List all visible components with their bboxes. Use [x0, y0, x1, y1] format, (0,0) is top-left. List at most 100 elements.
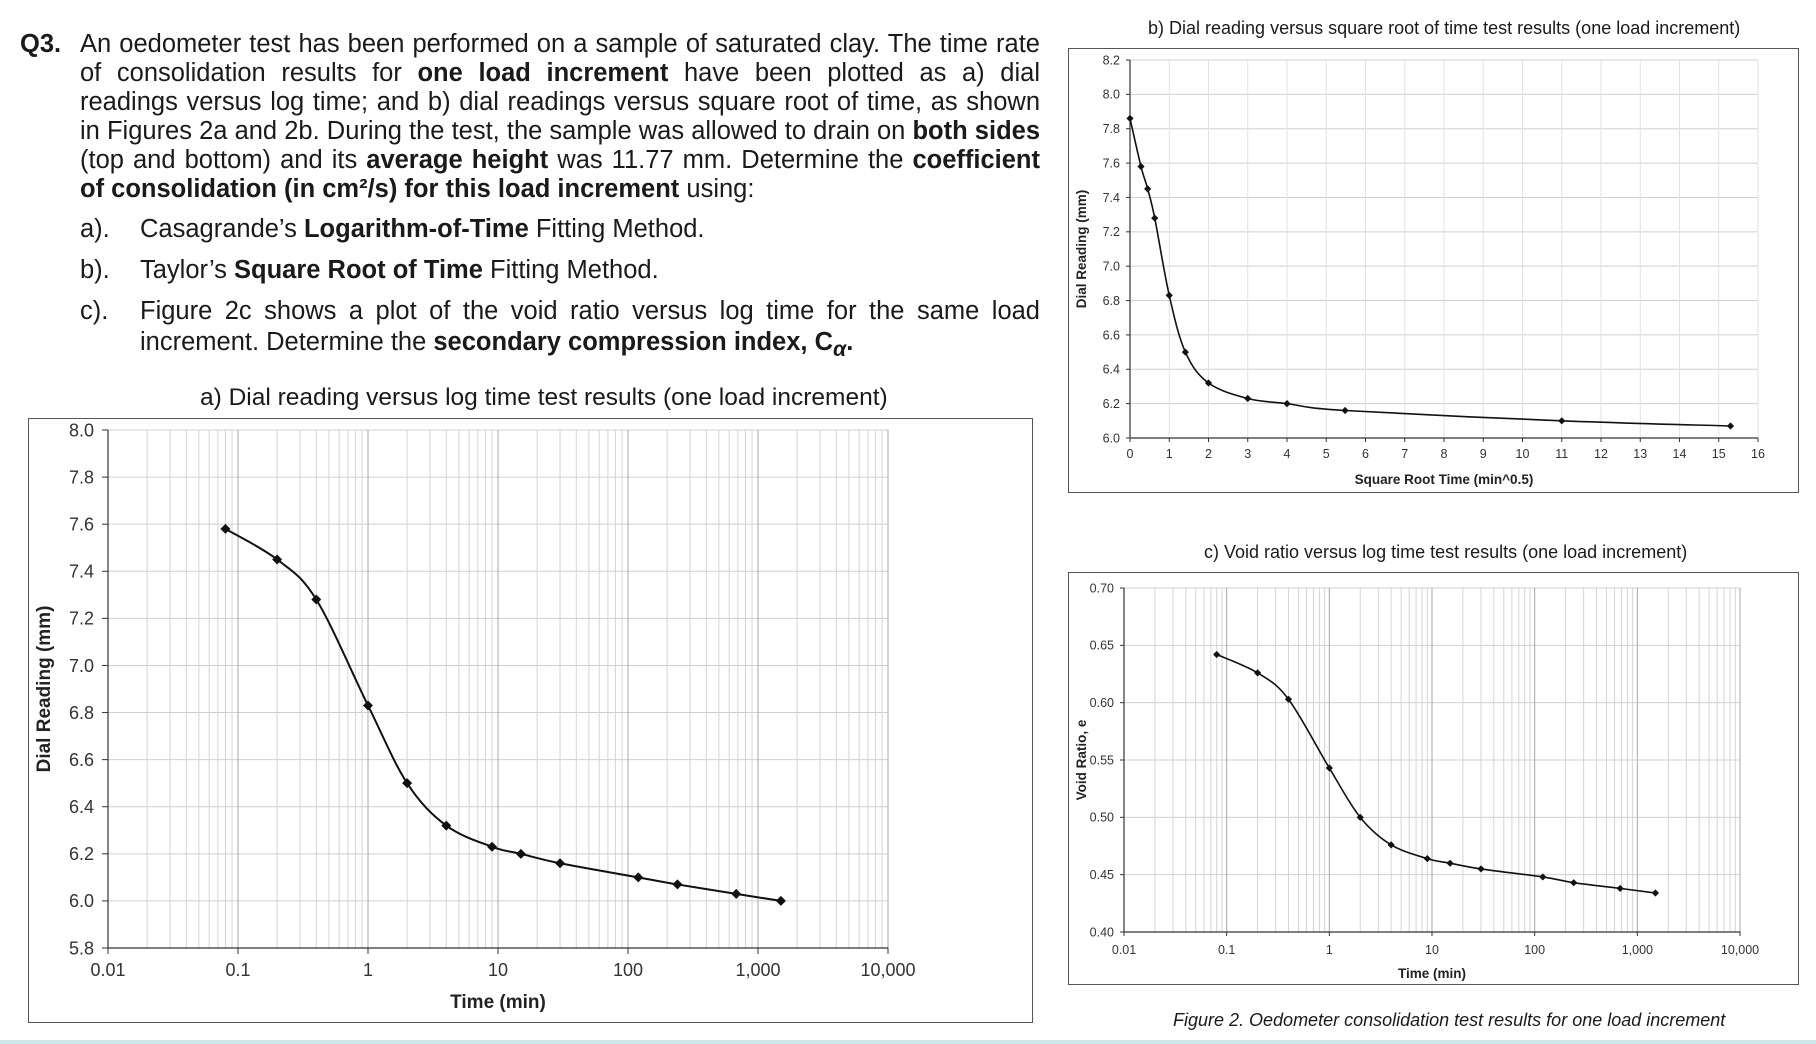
question-item-text: Taylor’s Square Root of Time Fitting Met…: [140, 255, 1040, 286]
y-tick-label: 6.6: [1103, 328, 1120, 342]
x-tick-label: 10,000: [860, 960, 915, 980]
page-edge: [0, 1040, 1816, 1044]
x-axis-label: Square Root Time (min^0.5): [1355, 472, 1534, 487]
question-number: Q3.: [20, 30, 62, 58]
data-point: [311, 594, 322, 605]
data-point: [1151, 214, 1159, 222]
question-item-label: b).: [80, 256, 110, 284]
x-tick-label: 1: [363, 960, 373, 980]
data-point: [555, 858, 566, 869]
y-tick-label: 7.8: [69, 467, 94, 487]
y-tick-label: 8.0: [1103, 88, 1120, 102]
question-text-run: coefficient of consolidation (in cm²/s) …: [80, 146, 1040, 203]
y-tick-label: 0.45: [1090, 868, 1114, 882]
x-axis-label: Time (min): [1398, 966, 1466, 981]
chart-a-title: a) Dial reading versus log time test res…: [200, 384, 888, 411]
y-tick-label: 8.0: [69, 420, 94, 440]
question-items: a). Casagrande’s Logarithm-of-Time Fittin…: [20, 214, 1040, 365]
y-tick-label: 6.2: [69, 844, 94, 864]
x-tick-label: 1,000: [735, 960, 780, 980]
data-point: [731, 888, 742, 899]
question-item-run: Taylor’s: [140, 256, 235, 284]
y-tick-label: 6.8: [69, 703, 94, 723]
data-point: [402, 778, 413, 789]
x-tick-label: 11: [1555, 447, 1568, 461]
x-tick-label: 10,000: [1721, 943, 1759, 957]
data-point: [775, 895, 786, 906]
x-tick-label: 4: [1284, 447, 1291, 461]
question-block: Q3. An oedometer test has been performed…: [20, 30, 1040, 365]
y-tick-label: 7.2: [69, 609, 94, 629]
y-tick-label: 6.4: [69, 797, 94, 817]
question-item: a). Casagrande’s Logarithm-of-Time Fittin…: [20, 214, 1040, 245]
y-tick-label: 6.0: [1103, 431, 1120, 445]
x-tick-label: 1: [1166, 447, 1173, 461]
x-tick-label: 13: [1633, 447, 1647, 461]
question-item-text: Casagrande’s Logarithm-of-Time Fitting M…: [140, 214, 1040, 245]
data-point: [515, 848, 526, 859]
question-text-run: (top and bottom) and its: [80, 146, 367, 174]
x-tick-label: 6: [1362, 447, 1369, 461]
question-item-run: Square Root of Time: [234, 256, 483, 284]
x-tick-label: 0.01: [1112, 943, 1136, 957]
x-tick-label: 0.01: [90, 960, 125, 980]
question-item-run: .: [846, 328, 854, 356]
data-point: [1570, 879, 1578, 887]
data-point: [1253, 669, 1262, 677]
y-tick-label: 6.0: [69, 891, 94, 911]
x-tick-label: 0.1: [225, 960, 250, 980]
question-item: b). Taylor’s Square Root of Time Fitting …: [20, 255, 1040, 286]
data-point: [1356, 813, 1364, 821]
y-tick-label: 6.4: [1103, 363, 1120, 377]
question-item-run: Fitting Method.: [482, 256, 659, 284]
x-tick-label: 0: [1127, 447, 1134, 461]
y-tick-label: 6.8: [1103, 294, 1120, 308]
data-point: [1341, 406, 1349, 415]
data-point: [1651, 889, 1660, 897]
chart-c-title: c) Void ratio versus log time test resul…: [1204, 542, 1688, 562]
x-tick-label: 16: [1751, 447, 1765, 461]
x-tick-label: 10: [488, 960, 508, 980]
y-tick-label: 7.6: [1103, 156, 1120, 170]
y-tick-label: 0.50: [1090, 811, 1114, 825]
y-tick-label: 7.4: [69, 562, 94, 582]
y-tick-label: 0.70: [1090, 581, 1114, 595]
question-item: c). Figure 2c shows a plot of the void ra…: [20, 296, 1040, 365]
x-tick-label: 3: [1244, 447, 1251, 461]
data-point: [1446, 859, 1454, 867]
x-tick-label: 100: [613, 960, 643, 980]
data-point: [672, 879, 683, 890]
question-item-run: Fitting Method.: [528, 215, 705, 243]
x-tick-label: 0.1: [1218, 943, 1235, 957]
question-item-text: Figure 2c shows a plot of the void ratio…: [140, 296, 1040, 365]
data-point: [441, 820, 452, 831]
chart-frame: [1068, 572, 1799, 985]
y-axis-label: Dial Reading (mm): [34, 606, 55, 773]
figure-caption: Figure 2. Oedometer consolidation test r…: [1173, 1010, 1726, 1030]
y-tick-label: 7.4: [1103, 191, 1120, 205]
question-item-label: c).: [80, 297, 109, 325]
question-text: An oedometer test has been performed on …: [80, 30, 1040, 204]
question-item-run: α: [833, 337, 847, 362]
data-point: [1539, 873, 1547, 881]
x-tick-label: 14: [1673, 447, 1687, 461]
y-tick-label: 0.40: [1090, 925, 1114, 939]
chart-a: 5.8 6.0 6.2 6.4 6.6 6.8 7.0 7.2 7.4 7.6 7.8 8.0 0.01…: [28, 418, 1033, 1023]
question-text-run: using:: [679, 175, 755, 203]
y-tick-label: 0.55: [1090, 753, 1114, 767]
question-text-run: both sides: [912, 117, 1041, 145]
question-text-run: one load increment: [417, 59, 669, 87]
y-tick-label: 0.65: [1090, 639, 1114, 653]
data-point: [1144, 185, 1152, 193]
x-tick-label: 1: [1326, 943, 1333, 957]
x-axis-label: Time (min): [450, 992, 546, 1013]
data-point: [1477, 865, 1485, 873]
x-tick-label: 8: [1441, 447, 1448, 461]
y-axis-label: Dial Reading (mm): [1074, 190, 1089, 309]
y-tick-label: 0.60: [1090, 696, 1114, 710]
data-point: [1284, 695, 1293, 703]
chart-frame: [28, 418, 1033, 1023]
data-point: [1616, 884, 1624, 893]
x-tick-label: 15: [1712, 447, 1726, 461]
y-tick-label: 8.2: [1103, 53, 1120, 67]
